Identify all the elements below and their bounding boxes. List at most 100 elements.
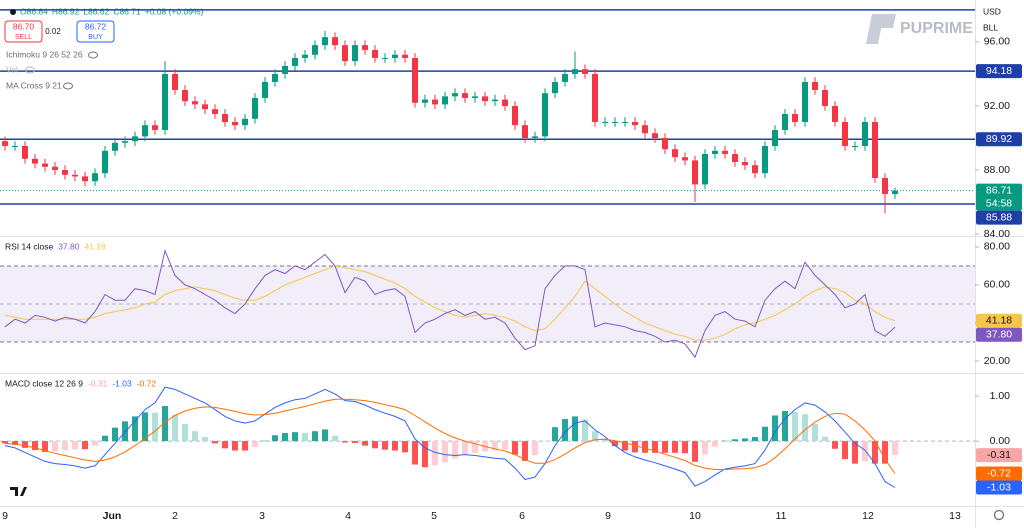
candle-body xyxy=(112,142,118,151)
eye-icon[interactable] xyxy=(88,51,98,59)
candle-body xyxy=(782,113,788,130)
histogram-bar xyxy=(722,440,728,442)
histogram-bar xyxy=(802,414,808,442)
histogram-bar xyxy=(452,441,458,459)
candle-body xyxy=(722,150,728,154)
candle-body xyxy=(442,96,448,105)
histogram-bar xyxy=(472,441,478,453)
candle-body xyxy=(812,81,818,90)
x-tick-label: 11 xyxy=(776,510,787,522)
histogram-bar xyxy=(92,441,98,446)
eye-icon[interactable] xyxy=(63,82,73,90)
candle-body xyxy=(542,93,548,137)
settings-icon[interactable] xyxy=(993,509,1005,521)
candle-body xyxy=(612,121,618,123)
price-label: 86.71 xyxy=(986,184,1012,196)
price-label-bg xyxy=(976,132,1022,147)
candle-body xyxy=(562,73,568,82)
candle-body xyxy=(382,57,388,59)
x-tick-label: 6 xyxy=(519,510,525,522)
x-tick-label: 10 xyxy=(689,510,701,522)
candle-body xyxy=(332,37,338,46)
ohlc-value: +0.08 (+0.09%) xyxy=(145,6,204,16)
histogram-bar xyxy=(782,410,788,442)
pane-legend: MACD close 12 26 9 xyxy=(5,378,83,388)
candle-body xyxy=(592,73,598,122)
histogram-bar xyxy=(682,441,688,454)
sell-label[interactable]: SELL xyxy=(15,34,32,41)
buy-price[interactable]: 86.72 xyxy=(85,21,107,31)
histogram-bar xyxy=(232,441,238,451)
sell-price[interactable]: 86.70 xyxy=(13,21,35,31)
histogram-bar xyxy=(882,441,888,464)
candle-body xyxy=(122,141,128,143)
sell-button[interactable] xyxy=(4,20,43,43)
candle-body xyxy=(92,173,98,182)
price-label: 85.88 xyxy=(986,211,1012,223)
candle-body xyxy=(232,121,238,126)
histogram-bar xyxy=(532,441,538,456)
candle-body xyxy=(62,170,68,175)
candle-body xyxy=(52,166,58,171)
histogram-bar xyxy=(2,441,8,444)
candle-body xyxy=(762,145,768,174)
candle-body xyxy=(192,101,198,105)
price-label: 41.18 xyxy=(986,315,1012,327)
histogram-bar xyxy=(542,441,548,442)
histogram-bar xyxy=(772,415,778,442)
histogram-bar xyxy=(52,441,58,452)
candle-body xyxy=(182,89,188,102)
candle-body xyxy=(702,153,708,185)
price-label: 54:58 xyxy=(986,197,1012,209)
histogram-bar xyxy=(502,441,508,450)
ohlc-value: O86.64 xyxy=(20,6,48,16)
candle-body xyxy=(752,165,758,174)
buy-button[interactable] xyxy=(76,20,115,43)
candle-body xyxy=(132,136,138,142)
y-tick-label: 80.00 xyxy=(984,241,1010,253)
histogram-bar xyxy=(572,416,578,442)
histogram-bar xyxy=(862,441,868,462)
candle-body xyxy=(32,158,38,164)
histogram-bar xyxy=(122,421,128,442)
overlay: 86.70 SELL 0.02 86.72 BUY Ichimoku 9 26 … xyxy=(4,6,1005,521)
candle-body xyxy=(432,99,438,105)
histogram-bar xyxy=(872,441,878,464)
candle-body xyxy=(302,54,308,58)
indicator-line xyxy=(4,398,896,474)
histogram-bar xyxy=(702,441,708,455)
histogram-bar xyxy=(422,441,428,468)
histogram-bar xyxy=(282,433,288,442)
histogram-bar xyxy=(152,412,158,442)
candle-body xyxy=(352,45,358,62)
eye-icon[interactable] xyxy=(25,66,35,74)
x-tick-label: 5 xyxy=(431,510,437,522)
indicator-label[interactable]: Ichimoku 9 26 52 26 xyxy=(6,49,83,59)
indicator-label[interactable]: Vol xyxy=(6,64,18,74)
buy-label[interactable]: BUY xyxy=(88,34,103,41)
candle-body xyxy=(202,104,208,110)
histogram-bar xyxy=(12,441,18,445)
histogram-bar xyxy=(322,429,328,442)
histogram-bar xyxy=(512,441,518,455)
histogram-bar xyxy=(462,441,468,455)
candle-body xyxy=(72,174,78,177)
histogram-bar xyxy=(192,431,198,442)
candle-body xyxy=(422,99,428,103)
candle-body xyxy=(662,137,668,150)
histogram-bar xyxy=(742,438,748,442)
price-label-bg xyxy=(976,466,1022,481)
candle-body xyxy=(772,129,778,146)
candle-body xyxy=(512,105,518,126)
histogram-bar xyxy=(892,441,898,456)
candle-body xyxy=(582,69,588,74)
candle-body xyxy=(572,69,578,74)
pane-legend: -1.03 xyxy=(112,378,132,388)
candle-body xyxy=(322,37,328,46)
candle-body xyxy=(272,73,278,82)
indicator-label[interactable]: MA Cross 9 21 xyxy=(6,80,62,90)
price-label-bg xyxy=(976,313,1022,328)
candle-body xyxy=(472,96,478,98)
candle-body xyxy=(362,45,368,50)
